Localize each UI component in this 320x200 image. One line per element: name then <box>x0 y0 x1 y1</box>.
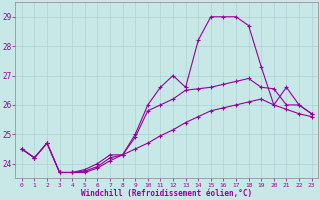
X-axis label: Windchill (Refroidissement éolien,°C): Windchill (Refroidissement éolien,°C) <box>81 189 252 198</box>
